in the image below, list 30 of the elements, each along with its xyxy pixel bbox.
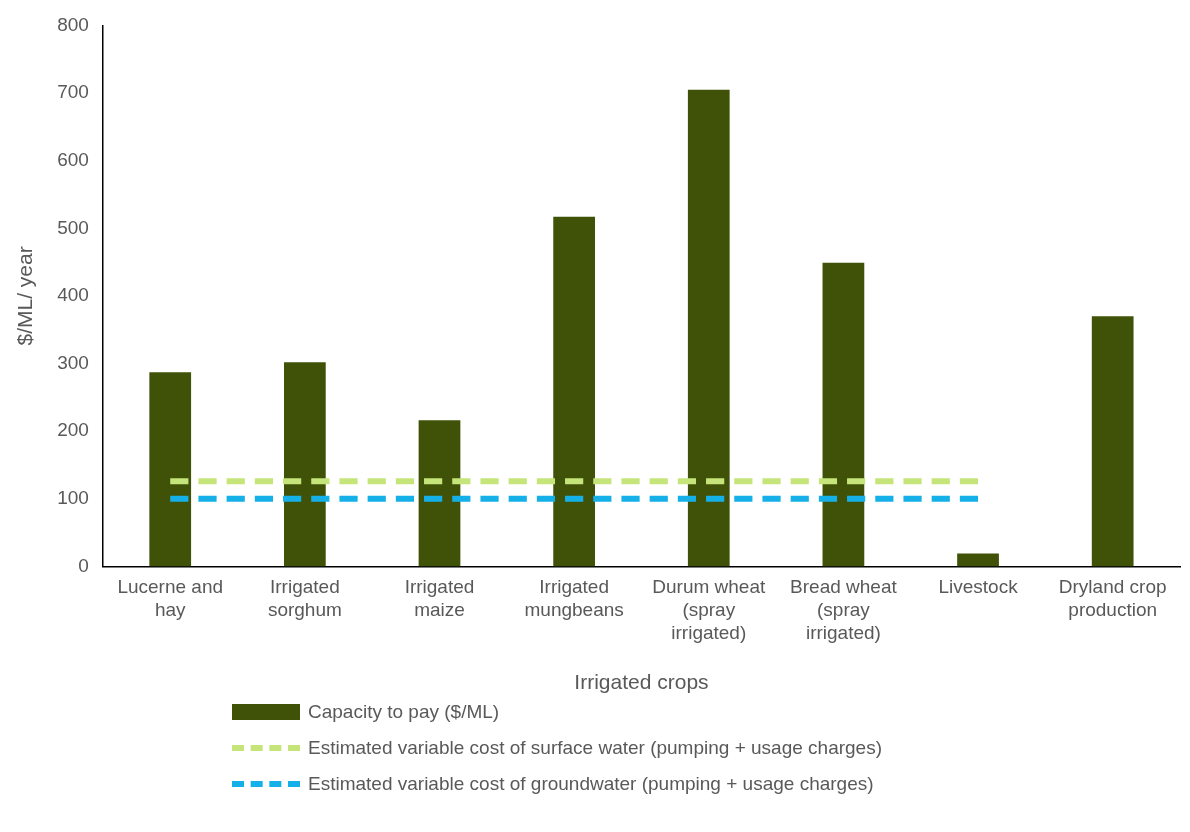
bar bbox=[418, 420, 461, 567]
legend-label: Estimated variable cost of surface water (pumping + usage charges) bbox=[308, 737, 882, 759]
bar bbox=[822, 262, 865, 567]
x-tick-label: Bread wheat (spray irrigated) bbox=[790, 576, 898, 643]
y-axis-title: $/ML/ year bbox=[13, 246, 37, 346]
y-tick-label: 400 bbox=[57, 284, 89, 306]
bar bbox=[149, 372, 192, 567]
x-tick-label: Lucerne and hay bbox=[117, 576, 224, 620]
bar bbox=[687, 89, 730, 567]
legend-label: Estimated variable cost of groundwater (pumping + usage charges) bbox=[308, 773, 874, 795]
x-tick-label: Livestock bbox=[938, 576, 1019, 598]
x-tick-label: Irrigated sorghum bbox=[267, 576, 342, 620]
y-tick-label: 100 bbox=[57, 487, 89, 509]
y-tick-label: 700 bbox=[57, 81, 89, 103]
x-tick-label: Durum wheat (spray irrigated) bbox=[652, 576, 766, 643]
y-tick-label: 800 bbox=[57, 13, 89, 35]
bar bbox=[553, 216, 595, 567]
y-tick-label: 0 bbox=[78, 554, 89, 576]
x-tick-label: Irrigated maize bbox=[404, 576, 475, 620]
y-tick-label: 300 bbox=[57, 351, 89, 373]
y-tick-label: 600 bbox=[57, 148, 89, 170]
x-axis-title: Irrigated crops bbox=[574, 670, 709, 694]
legend-label: Capacity to pay ($/ML) bbox=[308, 701, 500, 723]
x-tick-label: Dryland crop production bbox=[1058, 576, 1167, 620]
y-tick-label: 200 bbox=[57, 419, 89, 441]
bar bbox=[1091, 316, 1134, 567]
bar bbox=[283, 362, 326, 567]
bar bbox=[957, 553, 999, 567]
y-tick-label: 500 bbox=[57, 216, 89, 238]
x-tick-label: Irrigated mungbeans bbox=[524, 576, 624, 620]
